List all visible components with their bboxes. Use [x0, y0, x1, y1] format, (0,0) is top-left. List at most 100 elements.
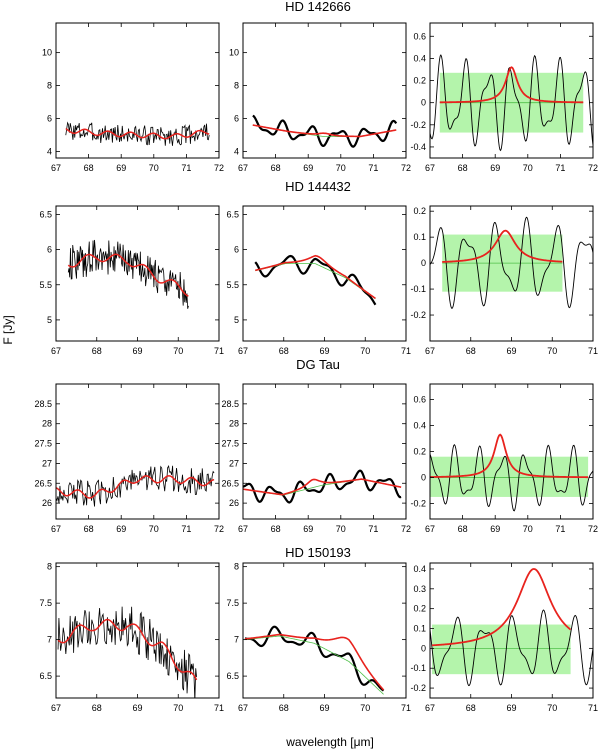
chart-title: DG Tau — [296, 357, 340, 372]
y-tick-label: 4 — [234, 146, 239, 156]
x-tick-label: 70 — [149, 524, 159, 534]
y-tick-label: 27.5 — [34, 439, 52, 449]
x-tick-label: 71 — [214, 703, 224, 713]
x-tick-label: 70 — [149, 163, 159, 173]
y-tick-label: -0.2 — [410, 498, 426, 508]
x-tick-label: 71 — [401, 703, 411, 713]
x-tick-label: 72 — [214, 524, 224, 534]
x-tick-label: 69 — [506, 346, 516, 356]
peak-fit-line — [442, 229, 563, 263]
x-tick-label: 70 — [173, 346, 183, 356]
residual-line — [430, 216, 593, 309]
x-tick-label: 70 — [360, 703, 370, 713]
residual-line — [430, 444, 593, 512]
x-tick-label: 71 — [214, 346, 224, 356]
plot-frame — [429, 22, 594, 159]
plot-frame — [242, 205, 407, 342]
y-tick-label: 10 — [229, 48, 239, 58]
panel-fit: 67 68 69 70 71 5 5.5 6 6.5 — [226, 205, 411, 356]
y-tick-label: 26.5 — [221, 478, 239, 488]
x-tick-label: 67 — [238, 703, 248, 713]
x-tick-label: 69 — [319, 703, 329, 713]
y-tick-label: 6 — [234, 113, 239, 123]
x-tick-label: 67 — [238, 524, 248, 534]
chart-title: HD 144432 — [285, 179, 351, 194]
panel-residual: 67 68 69 70 71 72 -0.4 -0.2 0 0.2 0.4 0.6 — [410, 22, 598, 173]
x-tick-label: 68 — [458, 524, 468, 534]
y-tick-label: 0.4 — [413, 53, 426, 63]
y-tick-label: 0.6 — [413, 395, 426, 405]
x-tick-label: 70 — [547, 346, 557, 356]
y-tick-label: 28 — [42, 419, 52, 429]
x-tick-label: 68 — [271, 524, 281, 534]
y-tick-label: 28.5 — [221, 399, 239, 409]
y-tick-label: -0.2 — [410, 683, 426, 693]
x-tick-label: 69 — [490, 524, 500, 534]
y-tick-label: 0.3 — [413, 584, 426, 594]
x-tick-label: 68 — [458, 163, 468, 173]
plot-frame — [242, 22, 407, 159]
y-tick-label: -0.2 — [410, 310, 426, 320]
x-tick-label: 71 — [555, 524, 565, 534]
x-tick-label: 70 — [360, 346, 370, 356]
x-tick-label: 71 — [368, 524, 378, 534]
fit-line — [243, 478, 402, 496]
x-tick-label: 67 — [425, 346, 435, 356]
plot-frame — [55, 205, 220, 342]
x-tick-label: 70 — [523, 163, 533, 173]
residual-line — [430, 54, 593, 152]
x-tick-label: 71 — [368, 163, 378, 173]
x-tick-label: 67 — [238, 346, 248, 356]
panel-residual: 67 68 69 70 71 72 -0.2 0 0.2 0.4 0.6 — [410, 383, 598, 534]
y-tick-label: 26 — [42, 498, 52, 508]
x-tick-label: 67 — [51, 163, 61, 173]
panel-raw: 67 68 69 70 71 5 5.5 6 6.5 — [39, 205, 224, 356]
y-tick-label: 0 — [421, 643, 426, 653]
y-tick-label: -0.2 — [410, 120, 426, 130]
x-tick-label: 71 — [181, 163, 191, 173]
plot-frame — [55, 22, 220, 159]
x-tick-label: 70 — [173, 703, 183, 713]
x-tick-label: 67 — [238, 163, 248, 173]
y-tick-label: 6.5 — [226, 671, 239, 681]
x-tick-label: 67 — [51, 346, 61, 356]
smoothed-line — [56, 475, 215, 499]
peak-fit-line — [431, 568, 572, 647]
x-tick-label: 68 — [279, 346, 289, 356]
x-tick-label: 70 — [547, 703, 557, 713]
x-tick-label: 68 — [84, 163, 94, 173]
y-tick-label: 27 — [42, 458, 52, 468]
y-tick-label: -0.1 — [410, 663, 426, 673]
y-tick-label: 6.5 — [39, 209, 52, 219]
y-tick-label: 0 — [421, 98, 426, 108]
y-tick-label: 8 — [47, 562, 52, 572]
x-tick-label: 67 — [425, 703, 435, 713]
y-tick-label: 0.2 — [413, 76, 426, 86]
y-tick-label: 5 — [234, 315, 239, 325]
y-tick-label: 0.1 — [413, 232, 426, 242]
chart-title: HD 150193 — [285, 545, 351, 560]
y-tick-label: 0 — [421, 472, 426, 482]
panel-fit: 67 68 69 70 71 72 26 26.5 27 27.5 28 28.5 — [221, 383, 411, 534]
plot-frame — [55, 383, 220, 520]
x-tick-label: 69 — [303, 163, 313, 173]
y-tick-label: 0.2 — [413, 206, 426, 216]
y-axis-label: F [Jy] — [1, 315, 15, 344]
x-tick-label: 68 — [466, 703, 476, 713]
smoothed-line — [57, 618, 198, 681]
x-tick-label: 68 — [92, 703, 102, 713]
x-tick-label: 72 — [588, 163, 598, 173]
x-tick-label: 71 — [181, 524, 191, 534]
y-tick-label: 0 — [421, 258, 426, 268]
x-tick-label: 69 — [132, 703, 142, 713]
y-tick-label: -0.1 — [410, 284, 426, 294]
plot-frame — [242, 383, 407, 520]
x-tick-label: 72 — [214, 163, 224, 173]
y-tick-label: 8 — [47, 81, 52, 91]
plot-frame — [242, 562, 407, 699]
fit-line — [244, 633, 385, 691]
x-tick-label: 70 — [336, 163, 346, 173]
peak-fit-line — [430, 433, 589, 479]
panel-residual: 67 68 69 70 71 -0.2 -0.1 0 0.1 0.2 0.3 0.4 — [410, 562, 598, 713]
